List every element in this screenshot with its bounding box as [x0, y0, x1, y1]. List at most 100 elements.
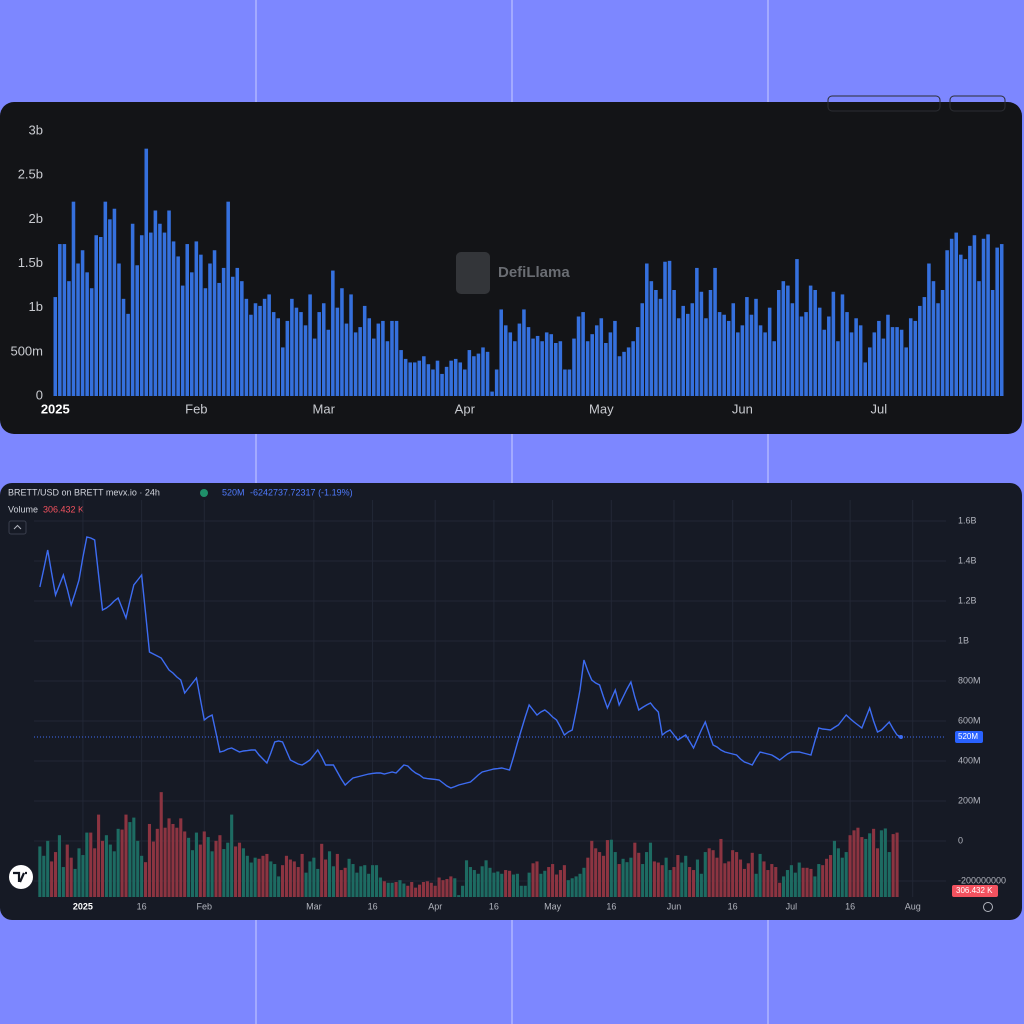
- bar: [567, 369, 572, 396]
- collapse-icon: [13, 524, 22, 530]
- bar: [153, 210, 158, 396]
- bar: [381, 320, 385, 396]
- volume-bar: [445, 879, 449, 897]
- bar: [317, 312, 321, 396]
- bar: [180, 285, 185, 396]
- volume-bar: [234, 846, 238, 897]
- volume-bar: [292, 861, 296, 897]
- volume-bar: [108, 844, 112, 897]
- bar: [485, 351, 490, 396]
- bar: [503, 325, 508, 396]
- volume-bar: [731, 850, 735, 897]
- volume-badge: [952, 885, 998, 897]
- bar: [854, 318, 858, 396]
- volume-bar: [582, 867, 586, 897]
- bar: [945, 250, 949, 396]
- bar: [394, 320, 399, 396]
- bar: [799, 316, 804, 396]
- volume-bar: [715, 857, 719, 897]
- bar: [986, 234, 990, 396]
- x-tick-label: Mar: [306, 901, 322, 911]
- bar: [517, 323, 522, 396]
- bar: [108, 219, 112, 396]
- volume-bar: [758, 853, 762, 897]
- bar: [836, 341, 840, 396]
- bar: [772, 341, 776, 396]
- bar: [385, 341, 390, 396]
- volume-bar: [316, 868, 320, 897]
- x-tick-label: Jul: [786, 901, 798, 911]
- volume-bar: [124, 814, 128, 897]
- toolbar-button[interactable]: [949, 95, 1006, 112]
- bar: [845, 312, 849, 396]
- volume-bar: [284, 855, 289, 897]
- bar: [463, 369, 467, 396]
- volume-bar: [265, 853, 269, 897]
- bar: [208, 263, 212, 396]
- volume-bar: [81, 855, 85, 897]
- collapse-button[interactable]: [8, 520, 27, 535]
- bar: [731, 303, 736, 396]
- bar: [412, 362, 417, 396]
- volume-bar: [371, 865, 375, 897]
- bar: [786, 285, 790, 396]
- bar: [326, 329, 331, 396]
- bar: [849, 332, 854, 396]
- volume-bar: [61, 867, 65, 897]
- y-tick-label: 1.5b: [18, 255, 43, 270]
- bar: [62, 244, 67, 396]
- bar: [995, 247, 999, 396]
- bar: [258, 305, 262, 396]
- volume-bar: [355, 872, 359, 897]
- volume-bar: [617, 864, 621, 897]
- bar: [426, 364, 431, 396]
- volume-badge-label: 306.432 K: [956, 886, 993, 895]
- volume-bar: [367, 873, 371, 897]
- volume-bar: [226, 842, 230, 897]
- tradingview-logo[interactable]: [9, 865, 33, 889]
- volume-bar: [280, 865, 285, 897]
- volume-bar: [42, 855, 46, 897]
- volume-bar: [73, 868, 77, 897]
- bar: [704, 318, 708, 396]
- volume-bar: [699, 873, 703, 897]
- volume-bar: [695, 859, 700, 897]
- y-tick-label: 1.4B: [958, 555, 977, 565]
- volume-bar: [488, 867, 492, 897]
- bar: [872, 332, 877, 396]
- legend-value: 520M: [222, 487, 245, 497]
- volume-bar: [562, 865, 566, 897]
- bar: [194, 241, 199, 396]
- bar: [877, 320, 881, 396]
- bar: [431, 369, 435, 396]
- volume-bar: [574, 876, 578, 897]
- bar: [303, 325, 308, 396]
- bar: [540, 341, 544, 396]
- bar: [185, 244, 190, 396]
- x-tick-label: 16: [137, 901, 147, 911]
- bar: [745, 297, 749, 396]
- bar: [453, 358, 458, 396]
- volume-bar: [707, 848, 711, 897]
- volume-bar: [198, 844, 202, 897]
- volume-bar: [848, 835, 852, 897]
- volume-bar: [652, 861, 656, 897]
- volume-bar: [351, 864, 355, 897]
- volume-bar: [719, 838, 723, 897]
- bar: [399, 350, 403, 396]
- volume-bar: [222, 849, 226, 897]
- volume-bar: [93, 848, 97, 897]
- x-tick-label: 16: [368, 901, 378, 911]
- bar: [936, 303, 940, 396]
- settings-button[interactable]: [983, 902, 993, 912]
- volume-bar: [476, 873, 480, 897]
- volume-bar: [621, 858, 625, 897]
- volume-bar: [809, 868, 813, 897]
- toolbar-button[interactable]: [827, 95, 941, 112]
- bar: [840, 294, 845, 396]
- volume-bar: [797, 862, 801, 897]
- bar: [608, 332, 613, 396]
- volume-bar: [324, 859, 328, 897]
- bar: [549, 334, 554, 396]
- bar: [676, 318, 681, 396]
